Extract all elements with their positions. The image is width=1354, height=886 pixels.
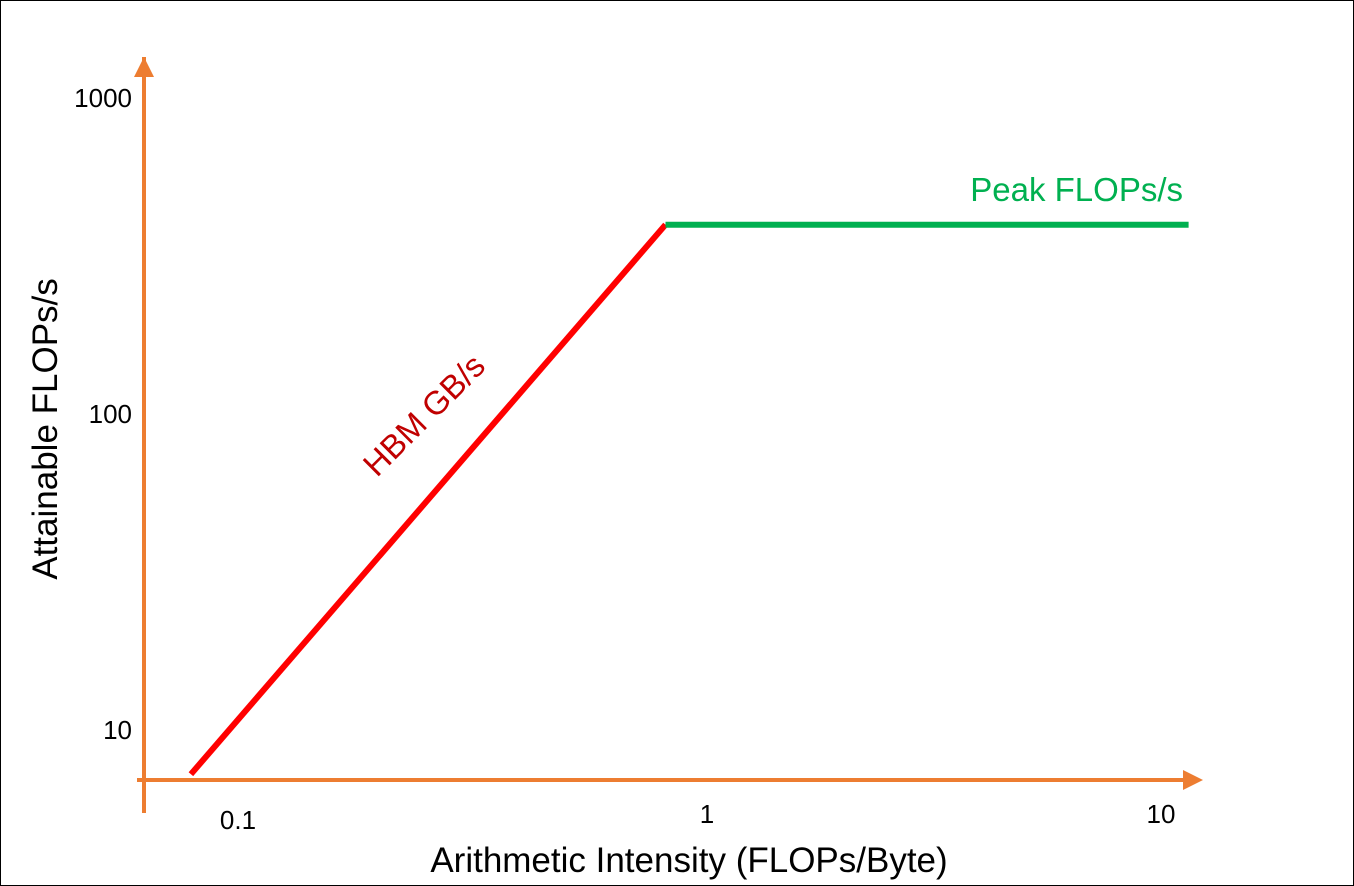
series-label-peak-flops: Peak FLOPs/s — [970, 171, 1183, 208]
x-axis-arrow-icon — [1183, 770, 1203, 790]
y-axis-arrow-icon — [134, 57, 154, 77]
x-tick-label-0.1: 0.1 — [220, 805, 256, 835]
y-tick-label-100: 100 — [89, 399, 132, 429]
series-label-hbm: HBM GB/s — [356, 347, 492, 483]
x-tick-label-1: 1 — [700, 799, 714, 829]
x-axis-title: Arithmetic Intensity (FLOPs/Byte) — [430, 841, 947, 880]
y-tick-label-1000: 1000 — [74, 83, 132, 113]
x-tick-label-10: 10 — [1147, 799, 1176, 829]
y-axis-title: Attainable FLOPs/s — [26, 278, 65, 580]
series-line-hbm — [188, 222, 668, 777]
y-tick-label-10: 10 — [103, 715, 132, 745]
